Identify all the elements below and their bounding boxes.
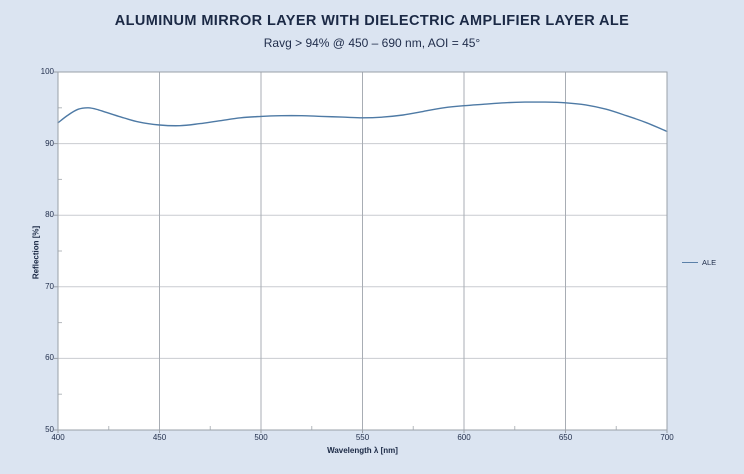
y-tick-label: 50	[45, 425, 54, 434]
y-tick-label: 90	[45, 138, 54, 148]
x-tick-label: 500	[254, 433, 268, 442]
x-tick-label: 400	[51, 433, 65, 442]
plot-border	[57, 71, 668, 431]
x-tick-label: 600	[457, 433, 471, 442]
y-tick-label: 60	[45, 353, 54, 363]
legend-label: ALE	[702, 258, 717, 267]
legend: ALE	[682, 257, 716, 268]
series-curve	[57, 101, 668, 133]
x-tick-label: 650	[558, 433, 573, 442]
chart-subtitle: Ravg > 94% @ 450 – 690 nm, AOI = 45°	[263, 36, 481, 50]
x-axis-title: Wavelength λ [nm]	[327, 446, 398, 455]
x-tick-label: 450	[152, 433, 167, 442]
y-tick-label: 100	[40, 67, 54, 76]
y-tick-label: 80	[45, 210, 54, 220]
y-axis-title: Reflection [%]	[31, 225, 41, 280]
chart-title: ALUMINUM MIRROR LAYER WITH DIELECTRIC AM…	[114, 13, 630, 29]
x-tick-label: 550	[355, 433, 370, 442]
legend-line-swatch	[682, 262, 698, 263]
y-tick-label: 70	[45, 281, 54, 291]
x-tick-label: 700	[660, 433, 674, 442]
